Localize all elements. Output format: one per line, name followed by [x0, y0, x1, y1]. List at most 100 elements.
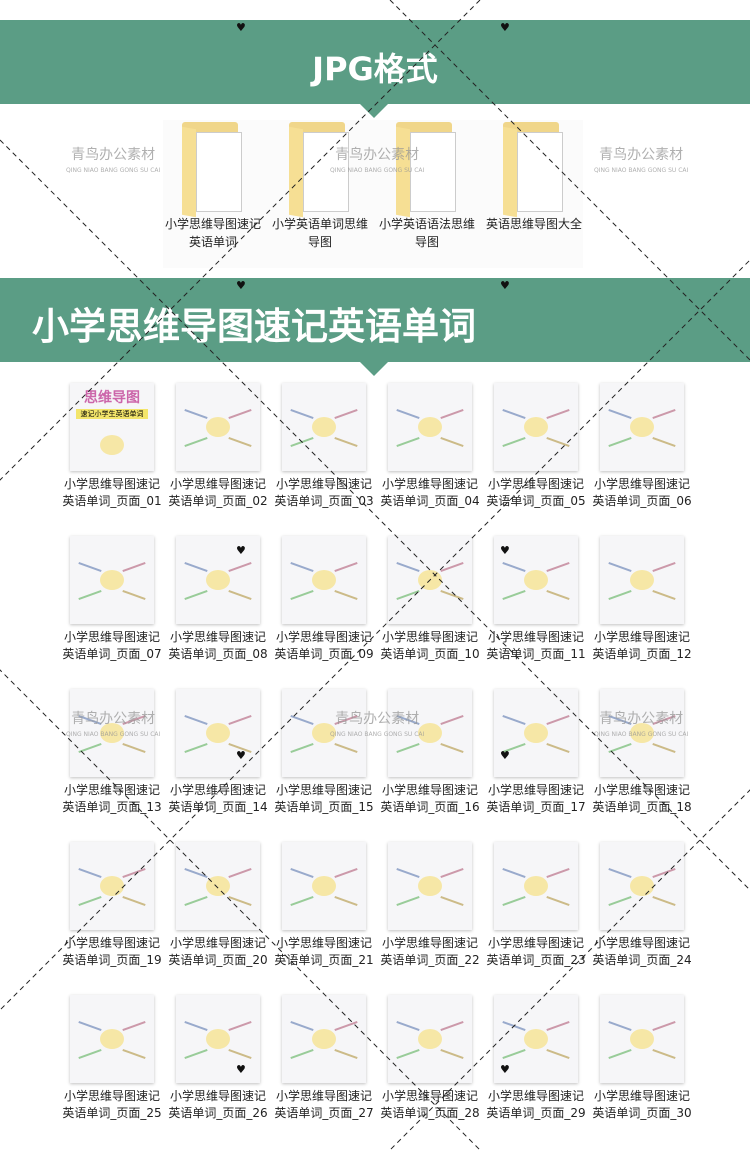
thumbnail-image	[176, 536, 260, 624]
thumbnail-image: 思维导图 速记小学生英语单词	[70, 383, 154, 471]
thumbnail-label: 小学思维导图速记英语单词_页面_11	[486, 630, 586, 661]
folder-label: 小学英语语法思维导图	[378, 217, 475, 249]
thumbnail-item[interactable]: 小学思维导图速记英语单词_页面_13	[59, 689, 165, 816]
thumbnail-item[interactable]: 小学思维导图速记英语单词_页面_03	[271, 383, 377, 510]
thumbnail-item[interactable]: 小学思维导图速记英语单词_页面_14	[165, 689, 271, 816]
thumbnail-item[interactable]: 小学思维导图速记英语单词_页面_05	[483, 383, 589, 510]
thumbnail-image	[494, 689, 578, 777]
thumbnail-label: 小学思维导图速记英语单词_页面_29	[486, 1089, 586, 1120]
thumbnail-label: 小学思维导图速记英语单词_页面_17	[486, 783, 586, 814]
thumbnail-image	[282, 383, 366, 471]
thumbnail-item[interactable]: 小学思维导图速记英语单词_页面_25	[59, 995, 165, 1122]
thumbnail-label: 小学思维导图速记英语单词_页面_05	[486, 477, 586, 508]
heart-icon: ♥	[236, 544, 246, 557]
folder-list: 小学思维导图速记英语单词 小学英语单词思维导图 小学英语语法思维导图 英语思维导…	[163, 120, 583, 268]
thumbnail-label: 小学思维导图速记英语单词_页面_20	[168, 936, 268, 967]
thumbnail-item[interactable]: 小学思维导图速记英语单词_页面_19	[59, 842, 165, 969]
folder-label: 小学思维导图速记英语单词	[164, 217, 261, 249]
folder-label: 小学英语单词思维导图	[271, 217, 368, 249]
thumbnail-label: 小学思维导图速记英语单词_页面_26	[168, 1089, 268, 1120]
thumbnail-image	[600, 842, 684, 930]
thumbnail-label: 小学思维导图速记英语单词_页面_22	[380, 936, 480, 967]
thumbnail-label: 小学思维导图速记英语单词_页面_03	[274, 477, 374, 508]
thumbnail-item[interactable]: 小学思维导图速记英语单词_页面_02	[165, 383, 271, 510]
thumbnail-item[interactable]: 小学思维导图速记英语单词_页面_15	[271, 689, 377, 816]
thumbnail-image	[176, 383, 260, 471]
thumbnail-label: 小学思维导图速记英语单词_页面_19	[62, 936, 162, 967]
thumbnail-image	[176, 995, 260, 1083]
thumbnail-image	[282, 842, 366, 930]
heart-icon: ♥	[236, 1063, 246, 1076]
thumbnail-label: 小学思维导图速记英语单词_页面_25	[62, 1089, 162, 1120]
heart-icon: ♥	[500, 544, 510, 557]
thumbnail-item[interactable]: 小学思维导图速记英语单词_页面_22	[377, 842, 483, 969]
thumbnail-item[interactable]: 小学思维导图速记英语单词_页面_20	[165, 842, 271, 969]
thumbnail-item[interactable]: 小学思维导图速记英语单词_页面_29	[483, 995, 589, 1122]
thumbnail-label: 小学思维导图速记英语单词_页面_16	[380, 783, 480, 814]
thumbnail-item[interactable]: 小学思维导图速记英语单词_页面_23	[483, 842, 589, 969]
thumbnail-item[interactable]: 小学思维导图速记英语单词_页面_06	[589, 383, 695, 510]
section-banner: 小学思维导图速记英语单词	[0, 278, 750, 376]
thumbnail-label: 小学思维导图速记英语单词_页面_24	[592, 936, 692, 967]
thumbnail-image	[282, 536, 366, 624]
thumbnail-image	[70, 995, 154, 1083]
thumbnail-image	[70, 842, 154, 930]
section-title: 小学思维导图速记英语单词	[32, 305, 476, 348]
thumbnail-image	[176, 689, 260, 777]
thumbnail-item[interactable]: 小学思维导图速记英语单词_页面_10	[377, 536, 483, 663]
folder-item[interactable]: 小学英语单词思维导图	[270, 120, 370, 251]
thumbnail-item[interactable]: 小学思维导图速记英语单词_页面_27	[271, 995, 377, 1122]
folder-item[interactable]: 小学英语语法思维导图	[377, 120, 477, 251]
thumbnail-image	[388, 842, 472, 930]
thumbnail-label: 小学思维导图速记英语单词_页面_09	[274, 630, 374, 661]
watermark: 青鸟办公素材 QING NIAO BANG GONG SU CAI	[66, 147, 161, 175]
thumbnail-label: 小学思维导图速记英语单词_页面_10	[380, 630, 480, 661]
thumbnail-label: 小学思维导图速记英语单词_页面_01	[62, 477, 162, 508]
thumbnail-label: 小学思维导图速记英语单词_页面_12	[592, 630, 692, 661]
thumbnail-item[interactable]: 小学思维导图速记英语单词_页面_07	[59, 536, 165, 663]
thumbnail-item[interactable]: 思维导图 速记小学生英语单词小学思维导图速记英语单词_页面_01	[59, 383, 165, 510]
thumbnail-item[interactable]: 小学思维导图速记英语单词_页面_16	[377, 689, 483, 816]
watermark: 青鸟办公素材 QING NIAO BANG GONG SU CAI	[594, 147, 689, 175]
heart-icon: ♥	[500, 279, 510, 292]
thumbnail-image	[282, 995, 366, 1083]
watermark: 青鸟办公素材 QING NIAO BANG GONG SU CAI	[66, 711, 161, 739]
heart-icon: ♥	[236, 279, 246, 292]
thumbnail-item[interactable]: 小学思维导图速记英语单词_页面_28	[377, 995, 483, 1122]
thumbnail-item[interactable]: 小学思维导图速记英语单词_页面_17	[483, 689, 589, 816]
thumbnail-image	[494, 842, 578, 930]
thumbnail-image	[176, 842, 260, 930]
thumbnail-label: 小学思维导图速记英语单词_页面_02	[168, 477, 268, 508]
thumbnail-item[interactable]: 小学思维导图速记英语单词_页面_12	[589, 536, 695, 663]
thumbnail-label: 小学思维导图速记英语单词_页面_21	[274, 936, 374, 967]
thumbnail-item[interactable]: 小学思维导图速记英语单词_页面_21	[271, 842, 377, 969]
thumbnail-item[interactable]: 小学思维导图速记英语单词_页面_09	[271, 536, 377, 663]
thumbnail-image	[600, 536, 684, 624]
heart-icon: ♥	[500, 749, 510, 762]
heart-icon: ♥	[500, 1063, 510, 1076]
thumbnail-label: 小学思维导图速记英语单词_页面_15	[274, 783, 374, 814]
thumbnail-item[interactable]: 小学思维导图速记英语单词_页面_08	[165, 536, 271, 663]
thumbnail-label: 小学思维导图速记英语单词_页面_07	[62, 630, 162, 661]
thumbnail-item[interactable]: 小学思维导图速记英语单词_页面_18	[589, 689, 695, 816]
thumbnail-image	[388, 995, 472, 1083]
thumbnail-image	[388, 383, 472, 471]
thumbnail-item[interactable]: 小学思维导图速记英语单词_页面_30	[589, 995, 695, 1122]
watermark: 青鸟办公素材 QING NIAO BANG GONG SU CAI	[594, 711, 689, 739]
thumbnail-item[interactable]: 小学思维导图速记英语单词_页面_04	[377, 383, 483, 510]
thumbnail-item[interactable]: 小学思维导图速记英语单词_页面_24	[589, 842, 695, 969]
folder-item[interactable]: 英语思维导图大全	[484, 120, 584, 233]
thumbnail-item[interactable]: 小学思维导图速记英语单词_页面_26	[165, 995, 271, 1122]
thumbnail-image	[600, 383, 684, 471]
banner-arrow	[360, 362, 388, 376]
thumbnail-image	[600, 995, 684, 1083]
folder-icon	[499, 120, 569, 218]
thumbnail-item[interactable]: 小学思维导图速记英语单词_页面_11	[483, 536, 589, 663]
thumbnail-label: 小学思维导图速记英语单词_页面_13	[62, 783, 162, 814]
heart-icon: ♥	[236, 21, 246, 34]
heart-icon: ♥	[236, 749, 246, 762]
thumbnail-label: 小学思维导图速记英语单词_页面_23	[486, 936, 586, 967]
banner-arrow	[360, 104, 388, 118]
thumbnail-label: 小学思维导图速记英语单词_页面_18	[592, 783, 692, 814]
folder-item[interactable]: 小学思维导图速记英语单词	[163, 120, 263, 251]
